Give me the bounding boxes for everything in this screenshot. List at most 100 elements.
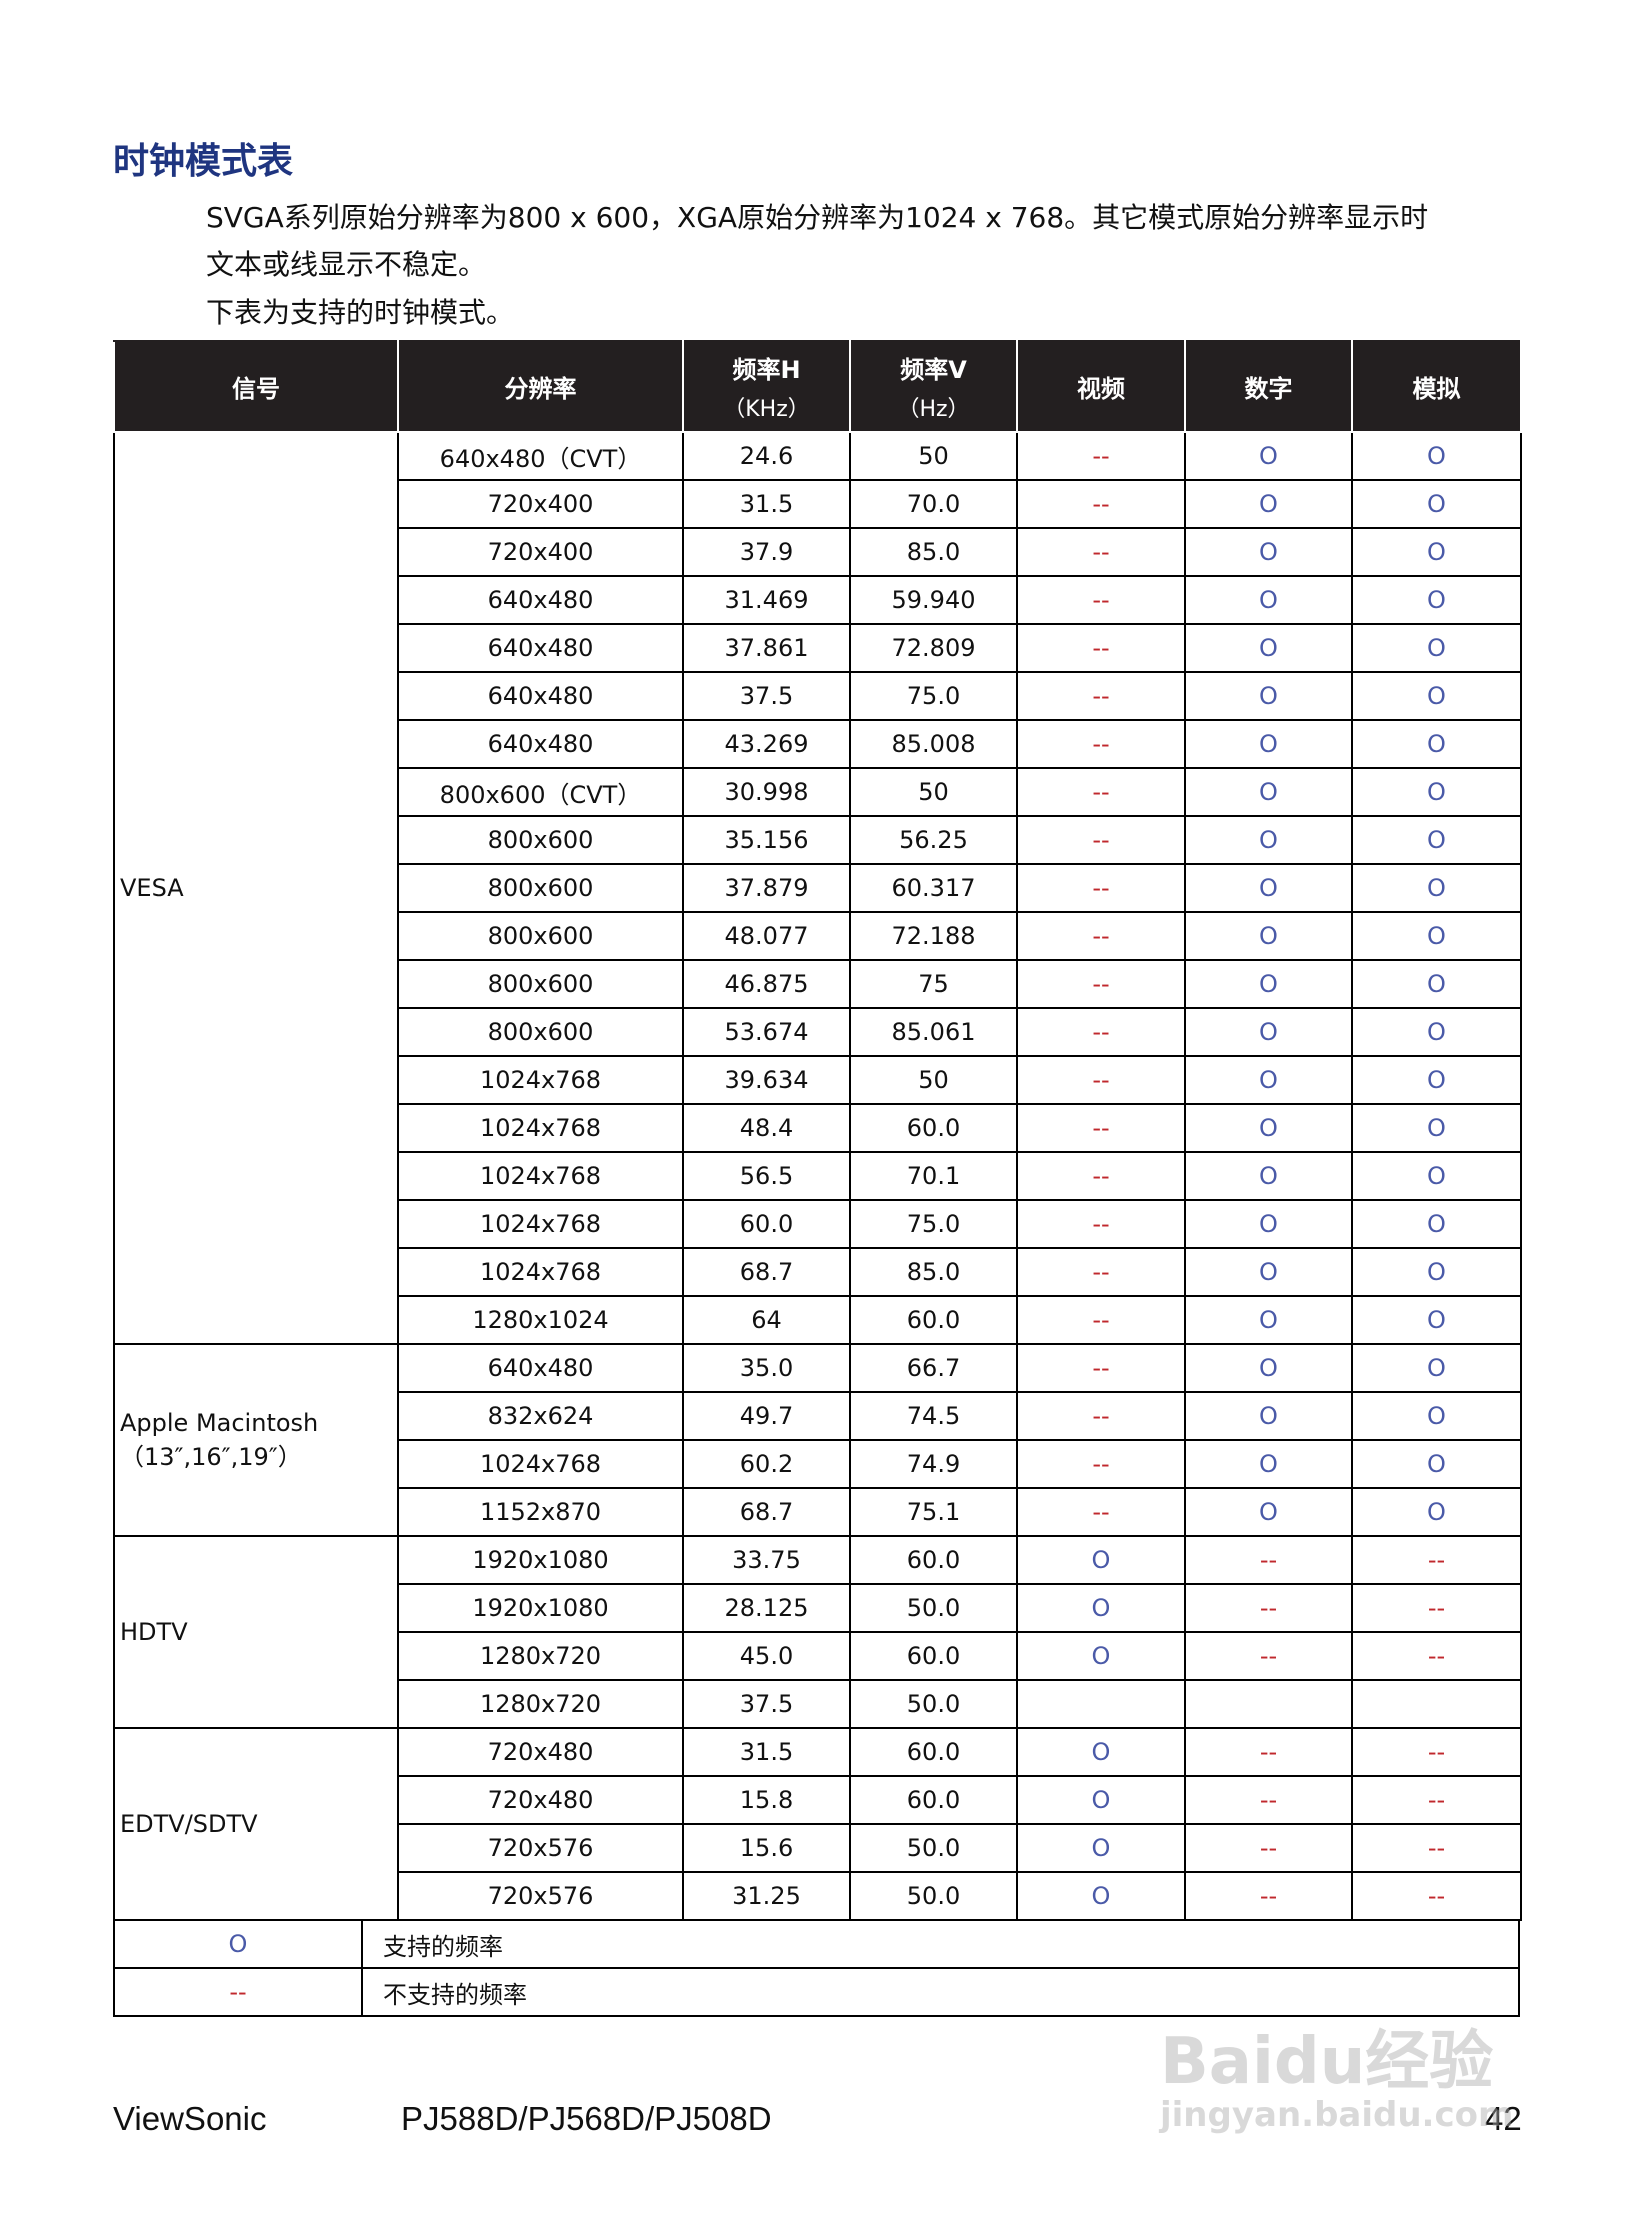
cell-text: 75.0	[906, 1210, 961, 1238]
support-cell: O	[1351, 911, 1522, 961]
cell-text: 33.75	[732, 1546, 801, 1574]
data-cell: 640x480	[397, 575, 684, 625]
support-cell: --	[1184, 1871, 1353, 1921]
cell-text: 75.1	[906, 1498, 961, 1526]
support-cell: O	[1184, 959, 1353, 1009]
cell-text: 60.0	[739, 1210, 794, 1238]
cell-text: 85.061	[891, 1018, 976, 1046]
header-label: 分辨率	[504, 375, 577, 403]
table-row: 1024x768 60.0 75.0 -- O O	[114, 1199, 1522, 1249]
support-mark: --	[1092, 442, 1110, 470]
data-cell: 60.2	[682, 1439, 851, 1489]
support-mark: --	[1092, 874, 1110, 902]
table-row: 640x480 37.5 75.0 -- O O	[114, 671, 1522, 721]
support-cell	[1184, 1679, 1353, 1729]
header-label: 模拟	[1412, 375, 1461, 403]
support-cell: O	[1184, 719, 1353, 769]
data-cell: 720x400	[397, 479, 684, 529]
mode-table: 信号 分辨率 频率H （KHz） 频率V （Hz） 视频 数字 模拟 VESA 640x480（C…	[113, 340, 1522, 1921]
table-row: 640x480 37.861 72.809 -- O O	[114, 623, 1522, 673]
signal-cell: EDTV/SDTV	[113, 1727, 399, 1921]
support-cell	[1016, 1679, 1186, 1729]
table-row: 1024x768 68.7 85.0 -- O O	[114, 1247, 1522, 1297]
table-row: 1024x768 60.2 74.9 -- O O	[114, 1439, 1522, 1489]
support-cell: O	[1351, 1151, 1522, 1201]
support-mark: --	[1092, 1018, 1110, 1046]
data-cell: 60.0	[849, 1631, 1018, 1681]
cell-text: 31.469	[724, 586, 809, 614]
header-label: 数字	[1244, 375, 1293, 403]
cell-text: 72.809	[891, 634, 976, 662]
table-row: 800x600 48.077 72.188 -- O O	[114, 911, 1522, 961]
data-cell: 800x600	[397, 911, 684, 961]
support-mark: O	[1259, 1354, 1278, 1382]
header-cell: 数字	[1184, 340, 1353, 433]
support-mark: --	[1092, 826, 1110, 854]
cell-text: 640x480	[487, 586, 594, 614]
support-cell: O	[1184, 431, 1353, 481]
data-cell: 800x600	[397, 959, 684, 1009]
cell-text: 15.8	[739, 1786, 794, 1814]
data-cell: 28.125	[682, 1583, 851, 1633]
data-cell: 720x400	[397, 527, 684, 577]
support-cell: O	[1184, 1343, 1353, 1393]
cell-text: 31.5	[739, 490, 794, 518]
support-cell	[1351, 1679, 1522, 1729]
support-cell: O	[1016, 1535, 1186, 1585]
cell-text: 37.9	[739, 538, 794, 566]
data-cell: 85.008	[849, 719, 1018, 769]
data-cell: 48.077	[682, 911, 851, 961]
support-mark: O	[1427, 1354, 1446, 1382]
support-mark: O	[1091, 1594, 1111, 1622]
data-cell: 640x480	[397, 719, 684, 769]
cell-text: 46.875	[724, 970, 809, 998]
support-mark: O	[1259, 1402, 1278, 1430]
support-mark: O	[1259, 922, 1278, 950]
support-cell: O	[1351, 1247, 1522, 1297]
data-cell: 45.0	[682, 1631, 851, 1681]
support-mark: O	[1259, 1066, 1278, 1094]
cell-text: 1280x720	[479, 1690, 602, 1718]
support-mark: --	[1092, 1210, 1110, 1238]
support-cell: O	[1351, 1295, 1522, 1345]
data-cell: 720x480	[397, 1727, 684, 1777]
support-mark: O	[1091, 1738, 1111, 1766]
support-mark: O	[1259, 634, 1278, 662]
data-cell: 31.5	[682, 479, 851, 529]
support-cell: O	[1351, 1055, 1522, 1105]
support-mark: --	[1427, 1882, 1446, 1910]
cell-text: 1024x768	[479, 1258, 602, 1286]
support-cell: O	[1184, 1295, 1353, 1345]
table-row: EDTV/SDTV 720x480 31.5 60.0 O -- --	[113, 1727, 1522, 1921]
cell-text: 70.0	[906, 490, 961, 518]
support-cell: O	[1184, 1055, 1353, 1105]
cell-text: 68.7	[739, 1258, 794, 1286]
cell-text: 50	[918, 1066, 949, 1094]
support-mark: --	[1092, 730, 1110, 758]
data-cell: 72.188	[849, 911, 1018, 961]
data-cell: 720x576	[397, 1871, 684, 1921]
support-cell: --	[1016, 1151, 1186, 1201]
support-cell: O	[1184, 479, 1353, 529]
data-cell: 72.809	[849, 623, 1018, 673]
support-cell: O	[1184, 527, 1353, 577]
support-mark: O	[1427, 1162, 1446, 1190]
cell-text: 64	[751, 1306, 782, 1334]
support-mark: O	[1259, 538, 1278, 566]
data-cell: 1024x768	[397, 1199, 684, 1249]
data-cell: 49.7	[682, 1391, 851, 1441]
cell-text: 800x600	[487, 1018, 594, 1046]
support-cell: O	[1351, 719, 1522, 769]
support-cell: --	[1016, 1103, 1186, 1153]
cell-text: 39.634	[724, 1066, 809, 1094]
data-cell: 30.998	[682, 767, 851, 817]
support-mark: --	[1427, 1546, 1446, 1574]
cell-text: 50.0	[906, 1594, 961, 1622]
support-cell: O	[1016, 1871, 1186, 1921]
header-cell: 分辨率	[397, 340, 684, 433]
table-row: 1024x768 56.5 70.1 -- O O	[114, 1151, 1522, 1201]
data-cell: 85.0	[849, 527, 1018, 577]
cell-text: 50.0	[906, 1882, 961, 1910]
data-cell: 800x600	[397, 815, 684, 865]
support-mark: O	[1427, 874, 1446, 902]
